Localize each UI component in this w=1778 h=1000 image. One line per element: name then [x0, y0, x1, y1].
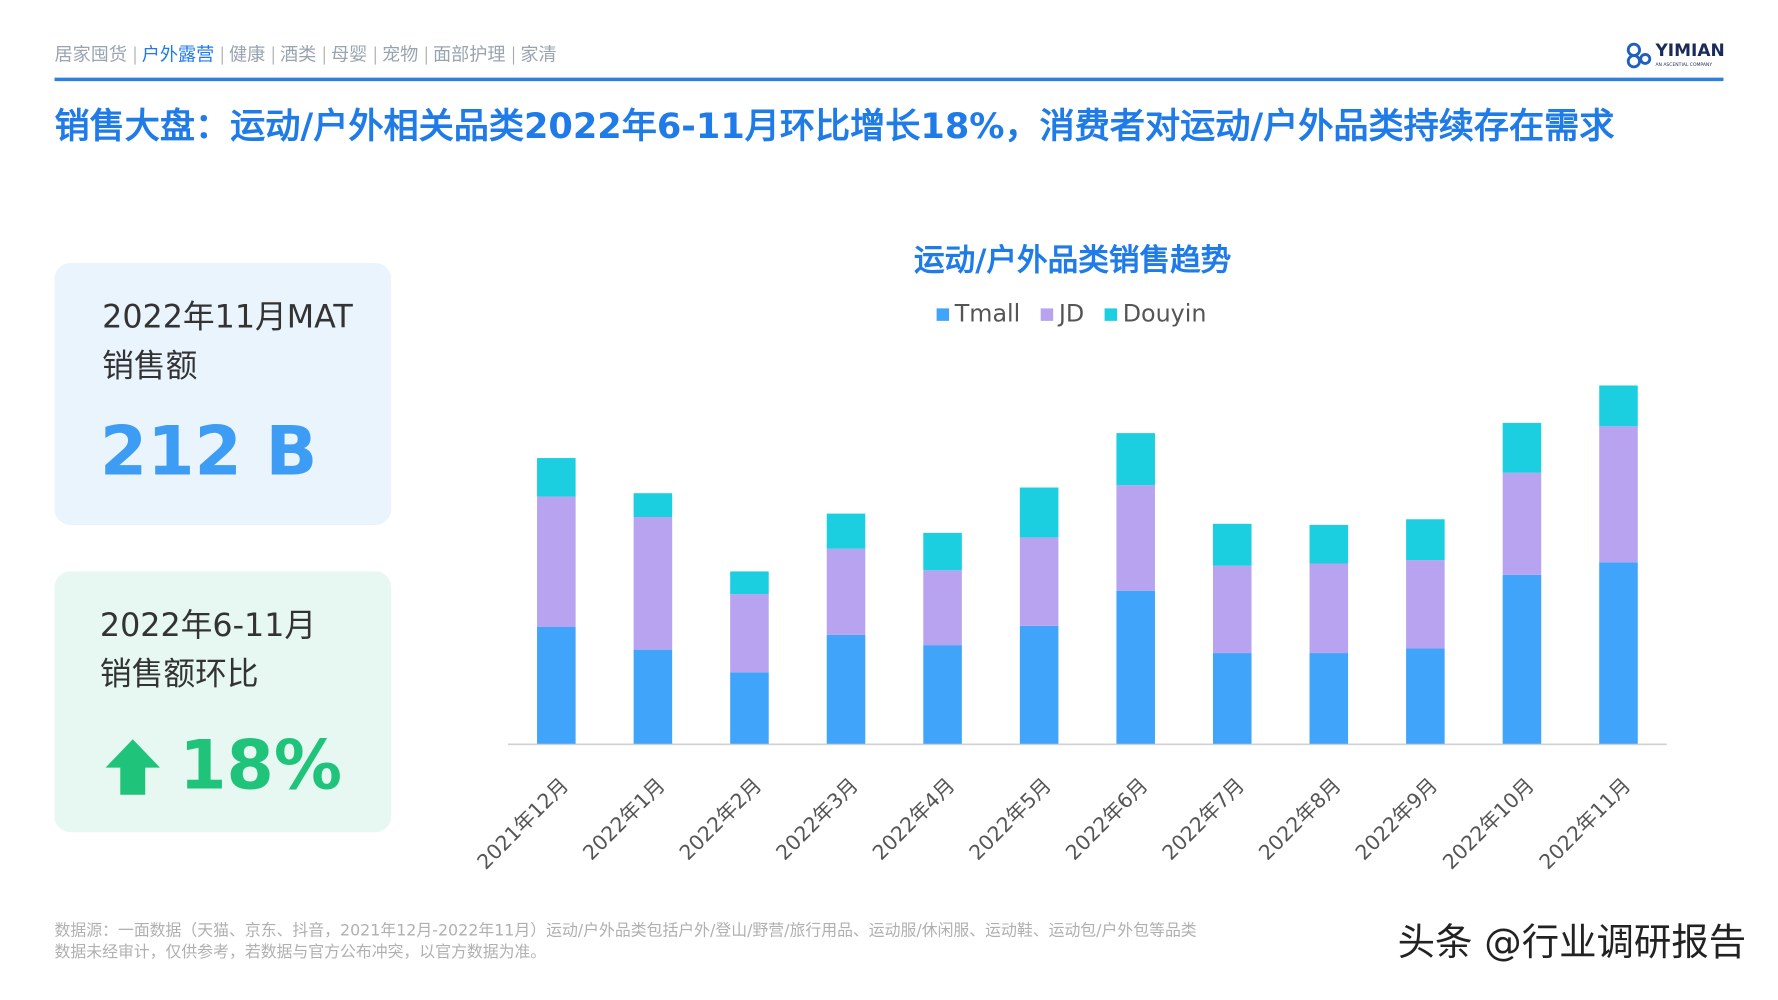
- bar-segment: [1599, 562, 1638, 744]
- card-label: 销售额: [102, 348, 197, 384]
- legend-swatch: [1104, 308, 1118, 321]
- logo: YIMIAN: [1654, 41, 1724, 61]
- bar-segment: [1309, 563, 1349, 654]
- bar-segment: [1599, 385, 1638, 427]
- bar-segment: [633, 649, 673, 744]
- up-arrow: [105, 739, 160, 795]
- bar-segment: [826, 513, 866, 549]
- bar-segment: [1309, 653, 1349, 744]
- bar-segment: [1502, 472, 1542, 575]
- watermark: 头条 @行业调研报告: [1398, 920, 1747, 964]
- bar-segment: [1116, 485, 1155, 591]
- bar-segment: [1502, 422, 1542, 473]
- bar-segment: [537, 626, 576, 744]
- nav-item: 家清: [520, 45, 556, 66]
- card-label: 2022年11月MAT: [102, 300, 353, 336]
- bar-segment: [1019, 625, 1059, 744]
- bar-segment: [1116, 433, 1155, 486]
- card-value: 212 B: [100, 412, 318, 491]
- nav-item: 酒类: [280, 45, 316, 66]
- bar-segment: [1406, 560, 1445, 649]
- bar-segment: [1599, 426, 1638, 563]
- bar-segment: [1406, 648, 1445, 744]
- logo-icon: [1626, 42, 1652, 69]
- legend-label: JD: [1057, 300, 1084, 328]
- legend-swatch: [1040, 308, 1054, 321]
- legend-label: Douyin: [1123, 300, 1207, 328]
- bar-segment: [1309, 524, 1349, 564]
- nav-item: 母婴: [331, 45, 367, 66]
- card-label: 销售额环比: [100, 657, 259, 693]
- nav-item: 居家囤货: [55, 45, 128, 66]
- nav-item: 宠物: [382, 45, 418, 66]
- bar-segment: [826, 634, 866, 744]
- card-label: 2022年6-11月: [100, 608, 316, 644]
- bar-segment: [730, 672, 769, 744]
- bar-segment: [537, 458, 576, 497]
- chart-title: 运动/户外品类销售趋势: [914, 243, 1231, 278]
- bar-segment: [826, 548, 866, 635]
- bar-segment: [1502, 574, 1542, 744]
- bar-segment: [537, 496, 576, 627]
- card-value: 18%: [179, 726, 342, 805]
- bar-segment: [730, 594, 769, 673]
- bar-segment: [1212, 653, 1252, 744]
- footnote: 数据源：一面数据（天猫、京东、抖音，2021年12月-2022年11月）运动/户…: [55, 920, 1197, 939]
- legend-label: Tmall: [954, 300, 1021, 328]
- logo-sub: AN ASCENTIAL COMPANY: [1655, 62, 1712, 68]
- bar-segment: [1019, 487, 1059, 538]
- bar-segment: [1212, 523, 1252, 566]
- nav-item[interactable]: 户外露营: [142, 45, 215, 66]
- slide-title: 销售大盘：运动/户外相关品类2022年6-11月环比增长18%，消费者对运动/户…: [55, 106, 1615, 147]
- legend-swatch: [936, 308, 950, 321]
- nav-item: 健康: [229, 45, 265, 66]
- card: [54, 263, 392, 525]
- bar-segment: [1212, 565, 1252, 654]
- legend: Tmall JD Douyin: [936, 300, 1207, 328]
- bar-segment: [730, 571, 769, 595]
- bar-segment: [923, 645, 962, 744]
- bar-segment: [923, 532, 962, 571]
- footnote: 数据未经审计，仅供参考，若数据与官方公布冲突，以官方数据为准。: [55, 942, 547, 961]
- bar-segment: [633, 517, 673, 650]
- bar-segment: [1019, 537, 1059, 626]
- nav-item: 面部护理: [433, 45, 506, 66]
- bar-segment: [633, 493, 673, 518]
- bar-segment: [923, 570, 962, 646]
- bar-segment: [1406, 519, 1445, 561]
- nav: 居家囤货 户外露营 健康 酒类 母婴 宠物 面部护理 家清: [55, 45, 557, 66]
- bar-segment: [1116, 590, 1155, 744]
